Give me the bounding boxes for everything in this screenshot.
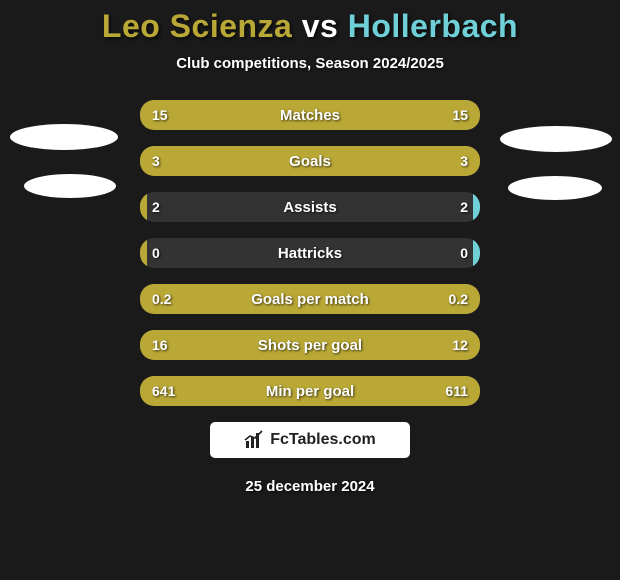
deco-ellipse-left-mid <box>24 174 116 198</box>
stat-label: Hattricks <box>140 238 480 268</box>
stat-row: 0.20.2Goals per match <box>140 284 480 314</box>
deco-ellipse-right-mid <box>508 176 602 200</box>
stat-row: 0 0Hattricks <box>140 238 480 268</box>
stat-bar-right <box>473 192 480 222</box>
stat-bar-right <box>310 146 480 176</box>
stat-value-left: 3 <box>152 146 160 176</box>
stat-value-left: 0 <box>152 238 160 268</box>
stat-value-left: 2 <box>152 192 160 222</box>
stat-bar-left <box>140 238 147 268</box>
stat-row: 33Goals <box>140 146 480 176</box>
brand-text: FcTables.com <box>270 431 376 449</box>
stat-row: 641611Min per goal <box>140 376 480 406</box>
stat-value-left: 16 <box>152 330 168 360</box>
stat-value-left: 0.2 <box>152 284 171 314</box>
stat-value-right: 12 <box>452 330 468 360</box>
deco-ellipse-right-top <box>500 126 612 152</box>
comparison-title: Leo Scienza vs Hollerbach <box>0 0 620 45</box>
stat-bar-left <box>140 192 147 222</box>
stat-row: 2 2Assists <box>140 192 480 222</box>
player1-name: Leo Scienza <box>102 8 292 44</box>
stat-value-right: 15 <box>452 100 468 130</box>
subtitle: Club competitions, Season 2024/2025 <box>0 55 620 72</box>
stat-value-right: 0.2 <box>449 284 468 314</box>
stat-value-right: 3 <box>460 146 468 176</box>
stat-value-left: 641 <box>152 376 175 406</box>
stats-container: 1515Matches33Goals22Assists00Hattricks0.… <box>140 100 480 406</box>
vs-label: vs <box>302 8 339 44</box>
date-label: 25 december 2024 <box>0 478 620 495</box>
deco-ellipse-left-top <box>10 124 118 150</box>
stat-row: 1515Matches <box>140 100 480 130</box>
stat-value-right: 2 <box>460 192 468 222</box>
stat-row: 1612Shots per goal <box>140 330 480 360</box>
stat-value-right: 611 <box>445 376 468 406</box>
stat-label: Assists <box>140 192 480 222</box>
stat-value-left: 15 <box>152 100 168 130</box>
stat-value-right: 0 <box>460 238 468 268</box>
stat-bar-right <box>473 238 480 268</box>
brand-badge: FcTables.com <box>210 422 410 458</box>
player2-name: Hollerbach <box>348 8 518 44</box>
brand-chart-icon <box>244 430 264 450</box>
stat-bar-left <box>140 146 310 176</box>
